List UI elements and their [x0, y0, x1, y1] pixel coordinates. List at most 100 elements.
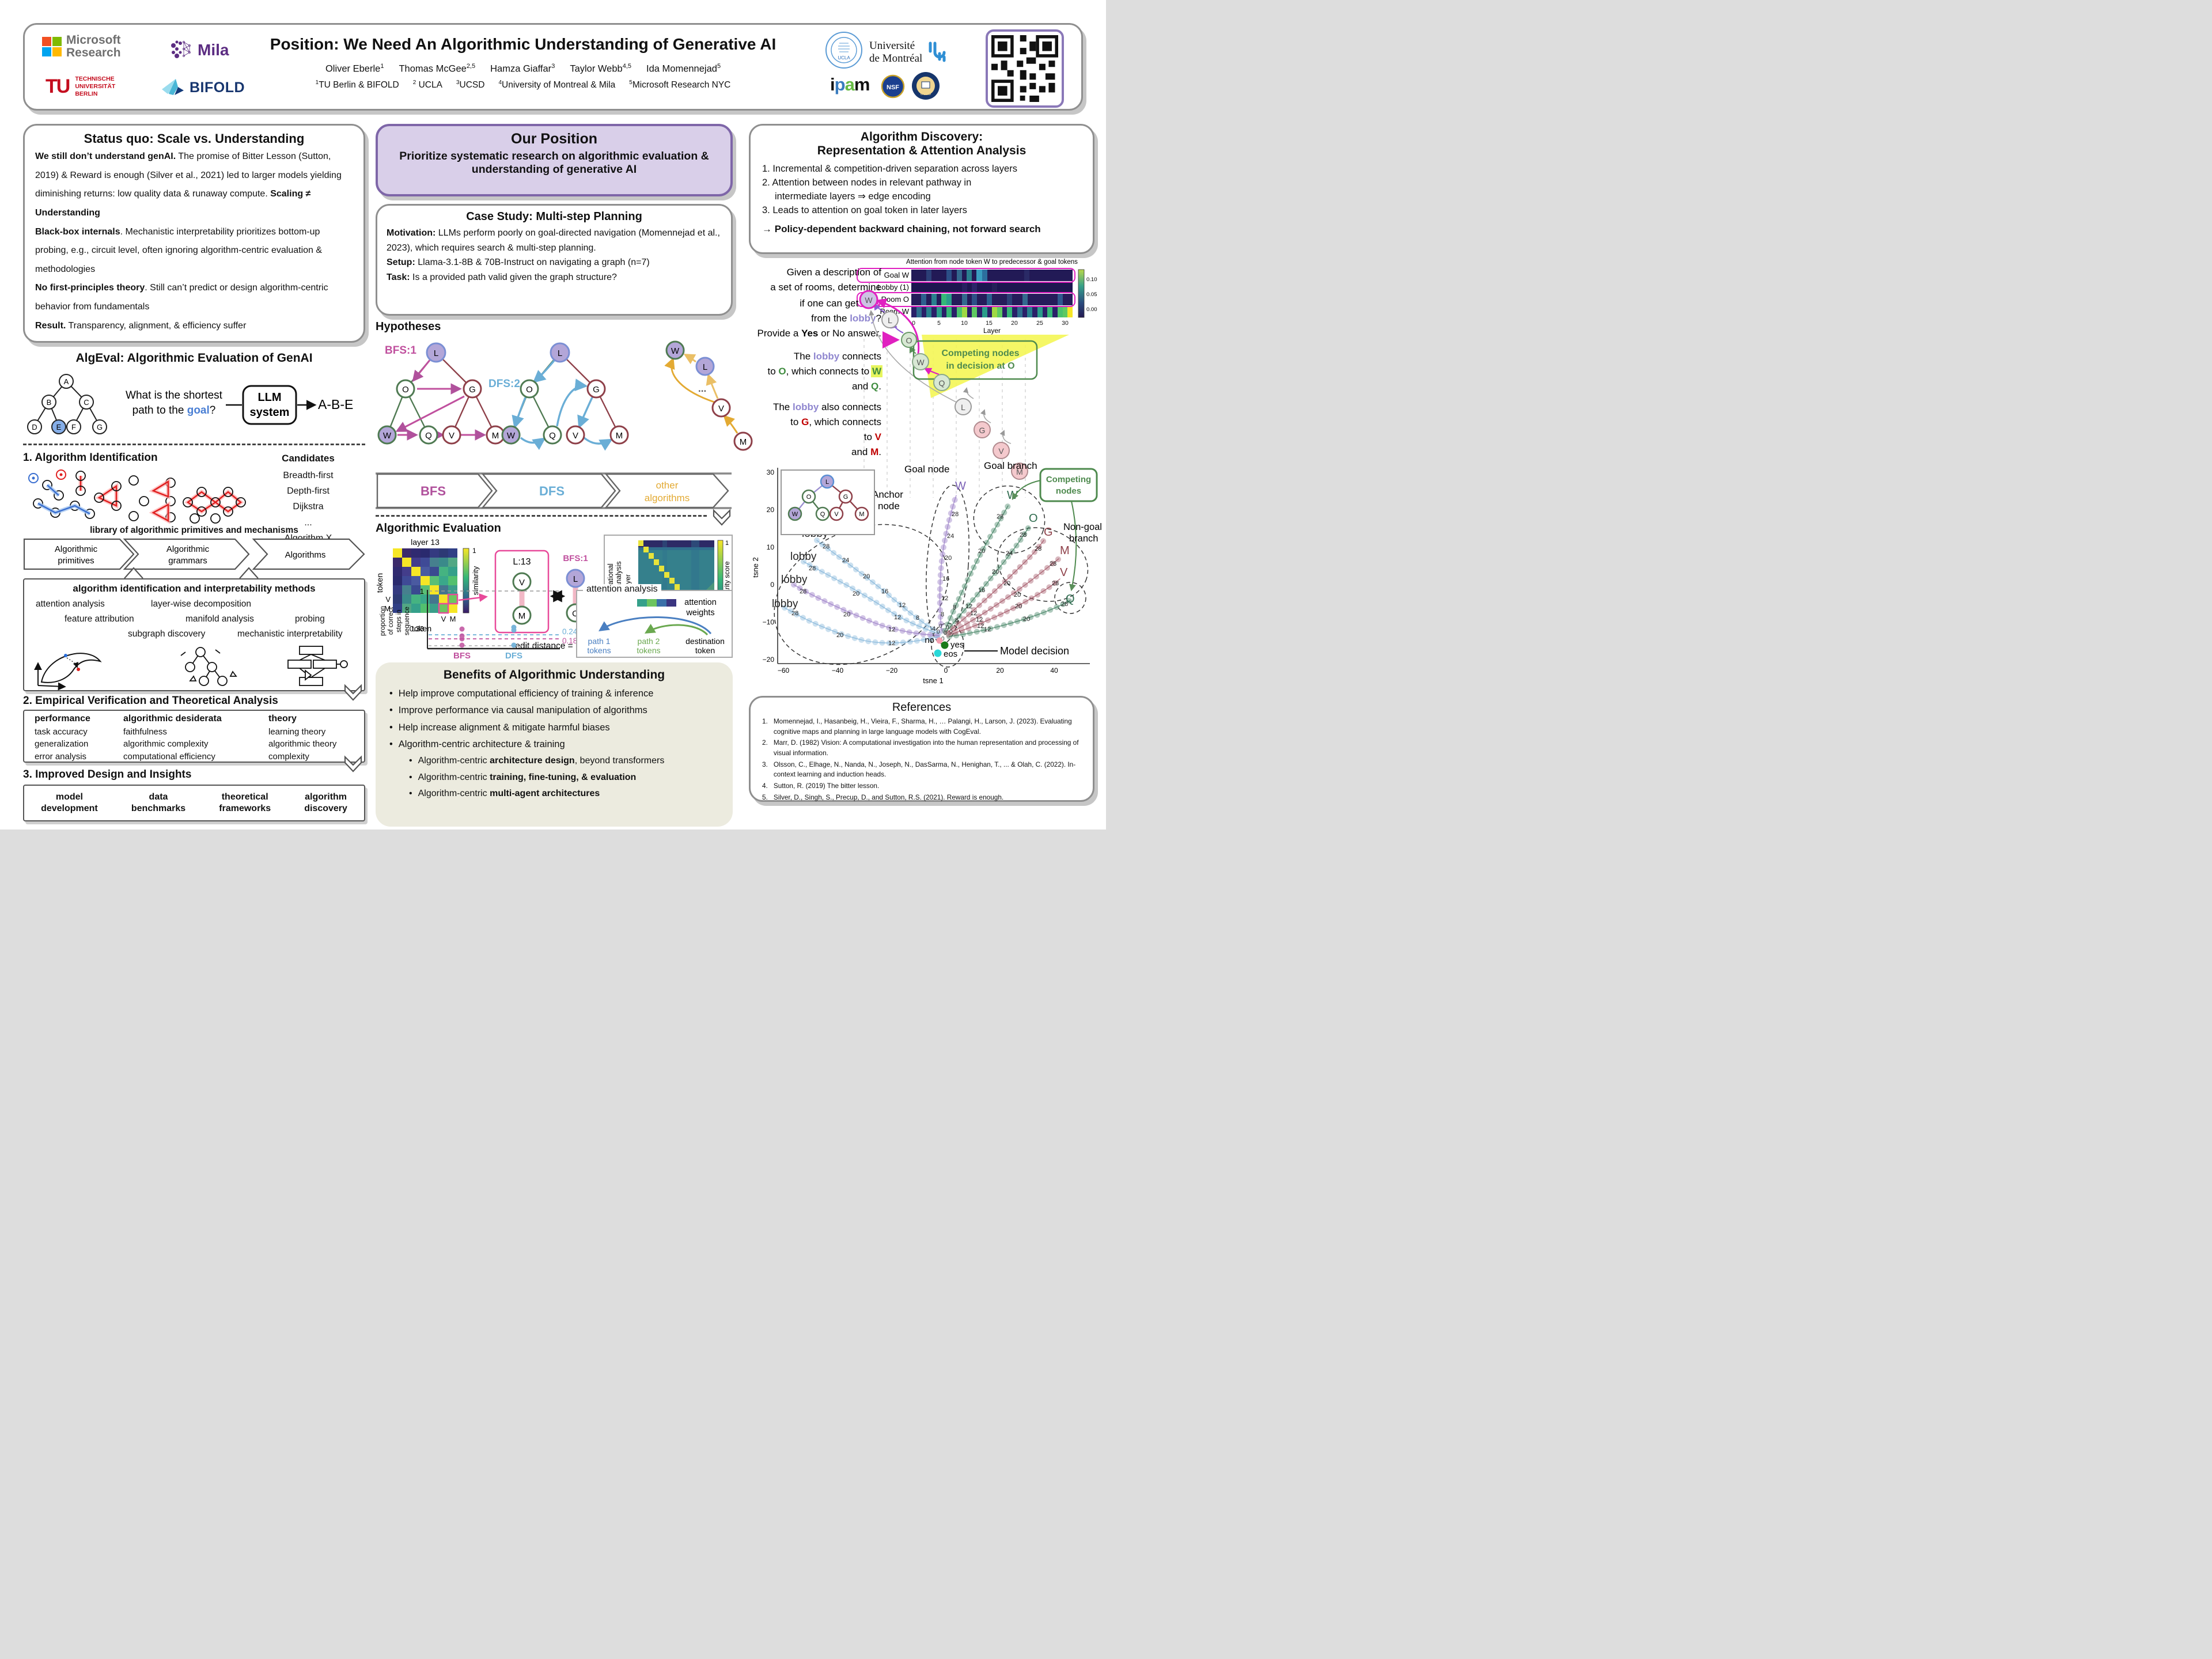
- highlight-cell-mv: [438, 603, 449, 614]
- svg-text:8: 8: [955, 617, 959, 624]
- bifold-logo: BIFOLD: [161, 78, 245, 97]
- col-label-V: V: [441, 615, 446, 623]
- svg-text:28: 28: [1061, 601, 1068, 608]
- node-G: G: [97, 423, 103, 431]
- blue-motifs: [28, 473, 91, 516]
- microsoft-icon: [42, 37, 62, 57]
- row-label-M: M: [384, 604, 391, 613]
- discovery-item-2b: intermediate layers ⇒ edge encoding: [775, 191, 931, 202]
- svg-text:20: 20: [767, 506, 775, 514]
- algorithm-discovery-panel: Algorithm Discovery: Representation & At…: [749, 124, 1094, 254]
- svg-text:0: 0: [770, 581, 774, 589]
- svg-text:20: 20: [978, 548, 985, 555]
- status-quo-p3-bold: No first-principles theory: [35, 283, 145, 293]
- svg-text:20: 20: [1003, 580, 1010, 587]
- references-panel: References 1. Momennejad, I., Hasanbeig, …: [749, 696, 1094, 802]
- insight-algorithm-discovery: algorithm discovery: [304, 792, 347, 813]
- cascade-node-O: O: [906, 336, 912, 345]
- eos-label: eos: [944, 649, 957, 659]
- authors-line: Oliver Eberle1 Thomas McGee2,5 Hamza Gia…: [232, 63, 814, 75]
- dfs-dots: [511, 624, 517, 648]
- prompt-text: Given a description of a set of rooms, d…: [757, 267, 882, 457]
- ucla-seal: UCLA: [824, 31, 863, 70]
- tsne-W-purple: W: [955, 480, 966, 493]
- path2-arc: [644, 623, 709, 636]
- tsne-Q: Q: [1066, 593, 1075, 605]
- svg-text:Provide a Yes or No answer.: Provide a Yes or No answer.: [757, 328, 881, 339]
- sec3-panel: model development data benchmarks theoreti…: [23, 785, 365, 821]
- path1-label-2: tokens: [587, 646, 611, 655]
- ucsd-seal: UCSD: [911, 71, 941, 101]
- qr-code: [986, 29, 1064, 108]
- attn-xlabel: Layer: [983, 327, 1001, 335]
- tsne-G: G: [1044, 526, 1053, 539]
- cascade-node-M: M: [1016, 467, 1023, 476]
- hyp-node: M: [492, 431, 499, 441]
- svg-text:12: 12: [970, 610, 977, 617]
- svg-text:10: 10: [767, 543, 775, 551]
- chevron3-label: Algorithms: [285, 550, 326, 560]
- col-label-M: M: [450, 615, 456, 623]
- status-quo-p3-text: . Still can’t predict or design algorith…: [35, 283, 328, 312]
- chevron-grammars: [123, 538, 250, 570]
- inset-node: G: [843, 494, 849, 501]
- tu-line2: UNIVERSITÄT: [75, 83, 116, 90]
- benefit-item: • Improve performance via causal manipula…: [389, 705, 647, 716]
- node-B: B: [47, 398, 52, 407]
- token-ylabel: token: [375, 573, 384, 593]
- status-quo-p1-text: The promise of Bitter Lesson (Sutton, 20…: [35, 151, 342, 199]
- affiliation: 2 UCLA: [412, 79, 442, 90]
- methods-title: algorithm identification and interpretab…: [73, 583, 316, 594]
- node-D: D: [32, 423, 37, 431]
- cascade-diagram: Competing nodes in decision at O W L O W…: [859, 290, 1038, 480]
- nsf-word: NSF: [887, 84, 899, 91]
- competing-arrow-q: [1069, 501, 1077, 592]
- sec2-table: performance algorithmic desiderata theor…: [23, 710, 365, 763]
- bifold-icon: [162, 79, 184, 95]
- microsoft-word: Microsoft: [66, 33, 121, 47]
- author: Hamza Giaffar3: [490, 63, 555, 74]
- insight-theoretical-frameworks: theoretical frameworks: [219, 792, 271, 813]
- path2-label-2: tokens: [637, 646, 660, 655]
- hyp-node: O: [526, 385, 533, 395]
- banner-bfs-label: BFS: [421, 484, 446, 498]
- svg-text:−20: −20: [763, 656, 775, 664]
- svg-text:8: 8: [941, 611, 944, 618]
- case-study-title: Case Study: Multi-step Planning: [466, 210, 642, 223]
- table-col1: task accuracy generalization error analysi…: [35, 727, 89, 762]
- svg-text:20: 20: [843, 611, 850, 618]
- tu-line3: BERLIN: [75, 90, 98, 98]
- inset-node: L: [825, 479, 829, 486]
- attn-row-goalW: Goal W: [884, 271, 910, 279]
- sec2-heading: 2. Empirical Verification and Theoretica…: [23, 695, 278, 707]
- udem-logo: Université de Montréal: [869, 40, 949, 65]
- affiliation: 3UCSD: [456, 79, 485, 90]
- tsne-competing-box: [1039, 468, 1098, 502]
- value-024: 0.24: [562, 627, 578, 636]
- tsne-V: V: [1060, 566, 1068, 579]
- svg-text:The lobby also connects: The lobby also connects: [773, 402, 881, 412]
- svg-text:a set of rooms, determine: a set of rooms, determine: [770, 282, 881, 293]
- tsne-M: M: [1060, 544, 1070, 557]
- attention-analysis-title: attention analysis: [583, 584, 661, 594]
- setup-label: Setup:: [387, 257, 415, 268]
- method-manifold: manifold analysis: [185, 614, 254, 624]
- svg-text:40: 40: [1050, 666, 1058, 675]
- poster-title: Position: We Need An Algorithmic Underst…: [270, 35, 777, 53]
- node-C: C: [84, 398, 89, 407]
- anchor-node-label1: Anchor: [872, 489, 903, 500]
- method-probing: probing: [295, 614, 325, 624]
- svg-text:lobby: lobby: [772, 598, 798, 610]
- goalW-row-box: [857, 268, 1075, 283]
- affiliation: 4University of Montreal & Mila: [498, 79, 616, 90]
- inset-node: Q: [820, 511, 825, 518]
- svg-text:12: 12: [976, 616, 983, 623]
- svg-text:16: 16: [978, 587, 985, 594]
- svg-text:0: 0: [912, 320, 915, 327]
- svg-text:28: 28: [823, 543, 830, 550]
- ipam-m: m: [854, 74, 870, 94]
- motivation-text: LLMs perform poorly on goal-directed nav…: [387, 228, 720, 253]
- ipam-logo: ipam: [830, 74, 870, 95]
- cascade-node-W2: W: [916, 358, 925, 367]
- svg-text:24: 24: [842, 557, 849, 564]
